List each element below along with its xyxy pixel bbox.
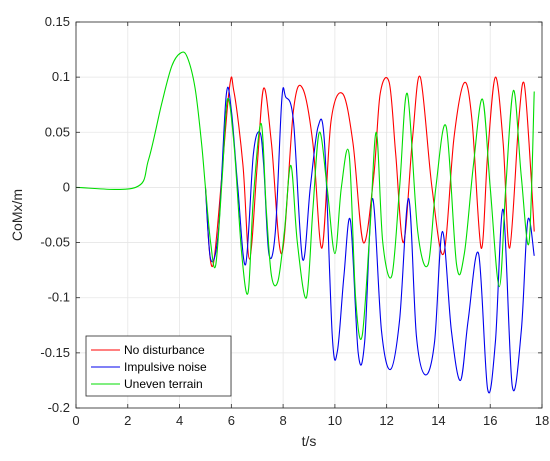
y-tick-label: 0.05 <box>45 124 70 139</box>
x-tick-label: 12 <box>379 413 393 428</box>
plot-frame <box>75 21 543 409</box>
y-tick-label: -0.05 <box>40 235 70 250</box>
axis-ticks <box>75 21 543 409</box>
series-line-impulsive-noise <box>204 86 535 394</box>
x-tick-label: 18 <box>535 413 549 428</box>
y-tick-label: 0 <box>63 179 70 194</box>
y-tick-label: -0.15 <box>40 345 70 360</box>
x-tick-label: 6 <box>228 413 235 428</box>
x-tick-label: 4 <box>176 413 183 428</box>
y-tick-labels: 0.15 0.1 0.05 0 -0.05 -0.1 -0.15 -0.2 <box>40 14 70 415</box>
y-tick-label: 0.1 <box>52 69 70 84</box>
legend-box <box>85 335 232 397</box>
series-line-uneven-terrain <box>75 51 535 340</box>
x-tick-label: 0 <box>72 413 79 428</box>
legend-label-no-disturbance: No disturbance <box>124 343 205 357</box>
y-tick-label: 0.15 <box>45 14 70 29</box>
series-line-no-disturbance <box>204 75 535 268</box>
x-tick-label: 10 <box>328 413 342 428</box>
x-tick-label: 2 <box>124 413 131 428</box>
y-tick-label: -0.2 <box>48 400 70 415</box>
y-axis-label: CoMx/m <box>9 189 25 241</box>
x-tick-labels: 0 2 4 6 8 10 12 14 16 18 <box>72 413 549 428</box>
x-tick-label: 14 <box>431 413 445 428</box>
x-axis-label: t/s <box>302 433 317 449</box>
legend: No disturbance Impulsive noise Uneven te… <box>85 335 232 397</box>
y-tick-label: -0.1 <box>48 290 70 305</box>
x-tick-label: 16 <box>483 413 497 428</box>
series-lines <box>75 51 535 394</box>
legend-label-impulsive-noise: Impulsive noise <box>124 360 207 374</box>
legend-label-uneven-terrain: Uneven terrain <box>124 377 203 391</box>
x-tick-label: 8 <box>279 413 286 428</box>
